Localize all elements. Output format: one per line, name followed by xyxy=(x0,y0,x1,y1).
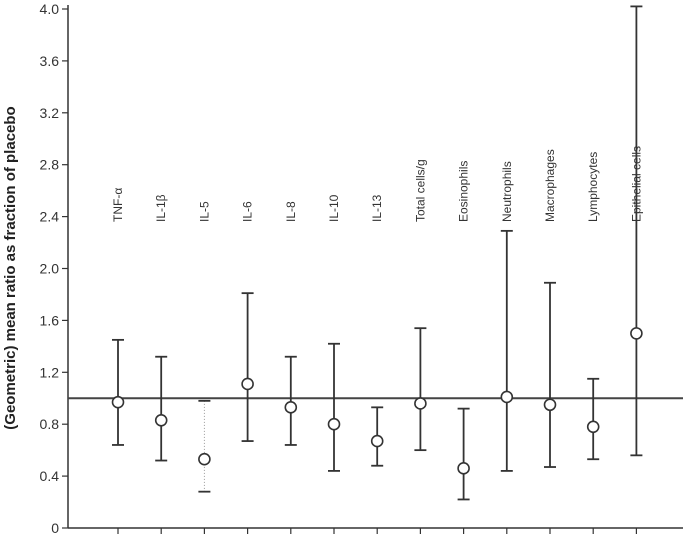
category-label: IL-5 xyxy=(197,201,211,222)
category-label: IL-13 xyxy=(370,194,384,222)
data-point xyxy=(284,401,298,414)
category-label: Macrophages xyxy=(543,149,557,222)
category-label: Neutrophils xyxy=(500,161,514,222)
y-tick-label: 0 xyxy=(51,520,59,536)
y-tick-label: 2.8 xyxy=(40,157,60,173)
y-tick-label: 4.0 xyxy=(40,1,60,17)
data-point xyxy=(414,397,427,410)
category-labels: TNF-α IL-1β IL-5 IL-6 IL-8 IL-10 IL-13 Total ce… xyxy=(111,146,643,222)
y-tick-label: 3.2 xyxy=(40,105,60,121)
data-point xyxy=(154,414,168,427)
data-point xyxy=(370,434,384,448)
y-tick-label: 2.0 xyxy=(40,261,60,277)
y-tick-label: 2.4 xyxy=(40,209,60,225)
data-point xyxy=(111,395,125,409)
data-point xyxy=(198,452,211,466)
category-label: Total cells/g xyxy=(413,159,427,222)
y-tick-label: 3.6 xyxy=(40,53,60,69)
data-point xyxy=(327,417,341,431)
category-label: Eosinophils xyxy=(457,161,471,222)
y-axis-ticks: 0 0.4 0.8 1.2 1.6 2.0 2.4 2.8 3.2 3.6 4.0 xyxy=(40,1,638,536)
category-label: Lymphocytes xyxy=(586,152,600,222)
data-point xyxy=(543,398,557,412)
category-label: IL-6 xyxy=(241,201,255,222)
data-point xyxy=(500,390,514,404)
category-label: IL-10 xyxy=(327,194,341,222)
category-label: IL-8 xyxy=(284,201,298,222)
y-tick-label: 0.8 xyxy=(40,416,60,432)
y-tick-label: 1.6 xyxy=(40,312,60,328)
data-point xyxy=(241,377,254,391)
data-point xyxy=(586,420,600,434)
y-tick-label: 1.2 xyxy=(40,364,60,380)
category-label: IL-1β xyxy=(154,194,168,222)
category-label: TNF-α xyxy=(111,188,125,222)
data-point xyxy=(630,327,643,340)
data-point xyxy=(457,462,470,475)
data-marks xyxy=(111,5,643,501)
y-tick-label: 0.4 xyxy=(40,468,60,484)
y-axis-title: (Geometric) mean ratio as fraction of pl… xyxy=(2,106,19,429)
category-label: Epithelial cells xyxy=(629,146,643,222)
